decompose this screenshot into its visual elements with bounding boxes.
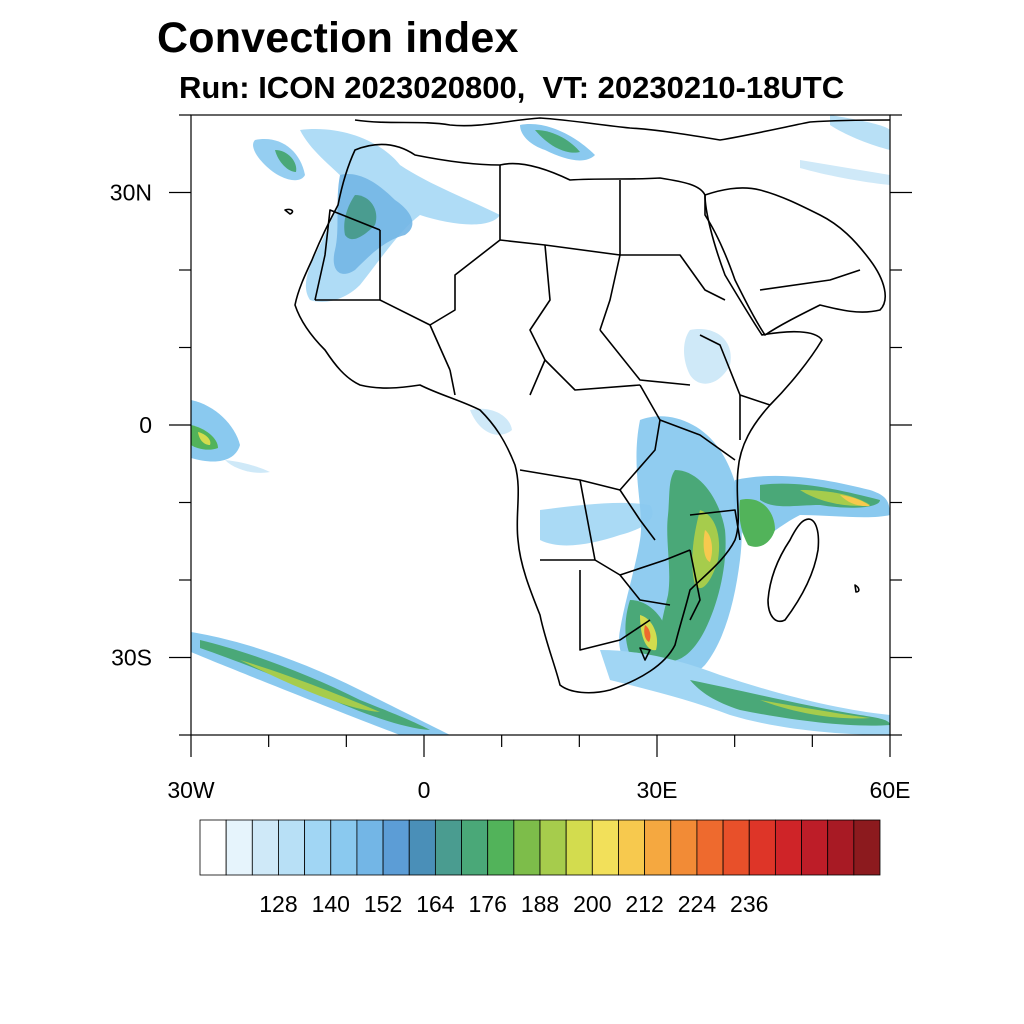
colorbar-label: 164 <box>416 891 455 917</box>
lat-tick-label: 0 <box>139 412 152 438</box>
map-axes: 30W 0 30E 60E 30N 0 30S <box>110 114 912 803</box>
colorbar-swatch <box>513 819 541 876</box>
colorbar-swatch <box>304 819 332 876</box>
map-frame <box>190 114 891 736</box>
colorbar-swatch <box>199 819 227 876</box>
coastlines-and-borders <box>284 117 890 694</box>
colorbar-swatch <box>670 819 698 876</box>
colorbar-label: 188 <box>521 891 559 917</box>
colorbar-swatch <box>696 819 724 876</box>
colorbar-label: 128 <box>259 891 297 917</box>
lon-tick-label: 60E <box>870 777 911 803</box>
lon-tick-label: 30W <box>167 777 215 803</box>
colorbar-swatch <box>827 819 855 876</box>
colorbar-label: 140 <box>312 891 350 917</box>
colorbar-swatch <box>565 819 593 876</box>
colorbar-swatch <box>408 819 436 876</box>
colorbar-label: 224 <box>678 891 717 917</box>
colorbar-label: 152 <box>364 891 402 917</box>
colorbar-label: 236 <box>730 891 768 917</box>
colorbar-swatch <box>461 819 489 876</box>
colorbar-swatch <box>278 819 306 876</box>
colorbar-label: 212 <box>625 891 663 917</box>
lon-tick-label: 0 <box>418 777 431 803</box>
colorbar-swatch <box>251 819 279 876</box>
convection-field <box>191 115 890 735</box>
colorbar-swatch <box>748 819 776 876</box>
colorbar-swatch <box>644 819 672 876</box>
lon-tick-label: 30E <box>637 777 678 803</box>
colorbar-swatch <box>434 819 462 876</box>
colorbar-swatch <box>591 819 619 876</box>
colorbar-swatch <box>356 819 384 876</box>
colorbar: 128 140 152 164 176 188 200 212 224 236 <box>199 819 881 917</box>
colorbar-swatch <box>330 819 358 876</box>
colorbar-swatch <box>487 819 515 876</box>
colorbar-swatch <box>774 819 802 876</box>
lat-tick-label: 30S <box>111 645 152 671</box>
colorbar-swatch <box>225 819 253 876</box>
map-subtitle: Run: ICON 2023020800, VT: 20230210-18UTC <box>179 70 845 105</box>
lat-tick-label: 30N <box>110 180 152 206</box>
colorbar-swatch <box>801 819 829 876</box>
map-title: Convection index <box>157 14 519 62</box>
colorbar-swatch <box>853 819 881 876</box>
colorbar-label: 176 <box>469 891 507 917</box>
colorbar-swatch <box>722 819 750 876</box>
colorbar-swatch <box>382 819 410 876</box>
colorbar-swatch <box>539 819 567 876</box>
colorbar-label: 200 <box>573 891 611 917</box>
colorbar-swatch <box>618 819 646 876</box>
